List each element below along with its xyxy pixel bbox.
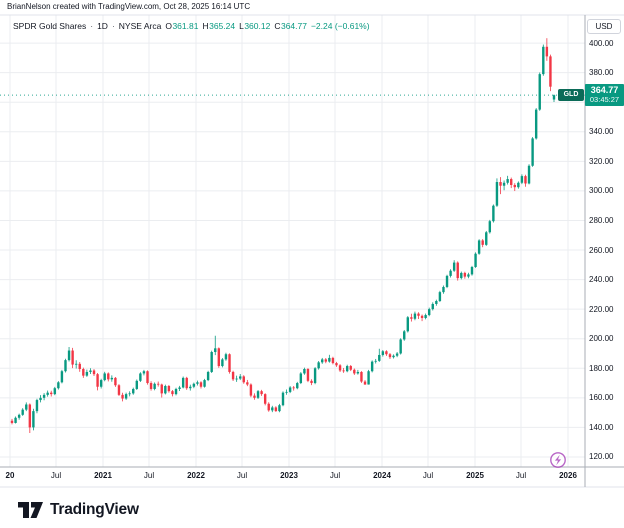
bar-countdown: 03:45:27 [589, 95, 620, 105]
time-tick-label: Jul [515, 471, 527, 480]
grid [0, 15, 585, 467]
tradingview-logo-mark [18, 501, 43, 518]
price-tick-label: 240.00 [589, 275, 614, 285]
time-tick-label: Jul [422, 471, 434, 480]
interval-label[interactable]: 1D [97, 21, 108, 31]
brand-name: TradingView [50, 501, 139, 518]
symbol-price-badge: GLD [558, 89, 584, 102]
time-tick-label: Jul [143, 471, 155, 480]
time-tick-label: 2024 [373, 471, 391, 480]
price-tick-label: 220.00 [589, 304, 614, 314]
time-tick-label: 2021 [94, 471, 112, 480]
price-tick-label: 300.00 [589, 186, 614, 196]
price-axis[interactable]: 400.00380.00360.00340.00320.00300.00280.… [585, 15, 624, 467]
symbol-title[interactable]: SPDR Gold Shares [13, 21, 87, 31]
ohlc-close: C364.77 [274, 21, 307, 31]
exchange-label: NYSE Arca [118, 21, 162, 31]
axis-borders [0, 14, 624, 488]
legend-separator: · [90, 21, 94, 31]
ohlc-open: O361.81 [165, 21, 199, 31]
time-tick-label: 2026 [559, 471, 577, 480]
price-tick-label: 140.00 [589, 422, 614, 432]
legend-separator: · [111, 21, 115, 31]
price-tick-label: 340.00 [589, 127, 614, 137]
price-tick-label: 260.00 [589, 245, 614, 255]
last-price-value: 364.77 [590, 85, 619, 96]
tradingview-logo[interactable]: TradingView [18, 501, 139, 519]
price-tick-label: 120.00 [589, 452, 614, 462]
time-tick-label: 2022 [187, 471, 205, 480]
time-tick-label: Jul [236, 471, 248, 480]
last-price-label: 364.77 03:45:27 [585, 84, 624, 107]
change-value: −2.24 (−0.61%) [310, 21, 370, 31]
time-tick-label: Jul [50, 471, 62, 480]
footer: TradingView [18, 501, 139, 519]
time-axis[interactable]: 20 Jul 2021 Jul 2022 Jul 2023 Jul 2024 Jul 2025 Jul… [0, 467, 585, 487]
currency-button[interactable]: USD [587, 19, 621, 34]
price-tick-label: 320.00 [589, 156, 614, 166]
price-tick-label: 400.00 [589, 38, 614, 48]
symbol-legend: SPDR Gold Shares · 1D · NYSE Arca O361.8… [13, 21, 370, 31]
price-tick-label: 280.00 [589, 215, 614, 225]
price-tick-label: 160.00 [589, 393, 614, 403]
time-tick-label: 2023 [280, 471, 298, 480]
ohlc-low: L360.12 [239, 21, 271, 31]
time-tick-label: 2025 [466, 471, 484, 480]
price-tick-label: 380.00 [589, 68, 614, 78]
price-tick-label: 180.00 [589, 363, 614, 373]
attribution-text: BrianNelson created with TradingView.com… [7, 2, 251, 11]
time-tick-label: Jul [329, 471, 341, 480]
ohlc-high: H365.24 [202, 21, 236, 31]
price-tick-label: 200.00 [589, 334, 614, 344]
lightning-boost-icon[interactable] [550, 452, 566, 468]
time-tick-label: 20 [5, 471, 15, 480]
candlestick-series [10, 38, 556, 434]
